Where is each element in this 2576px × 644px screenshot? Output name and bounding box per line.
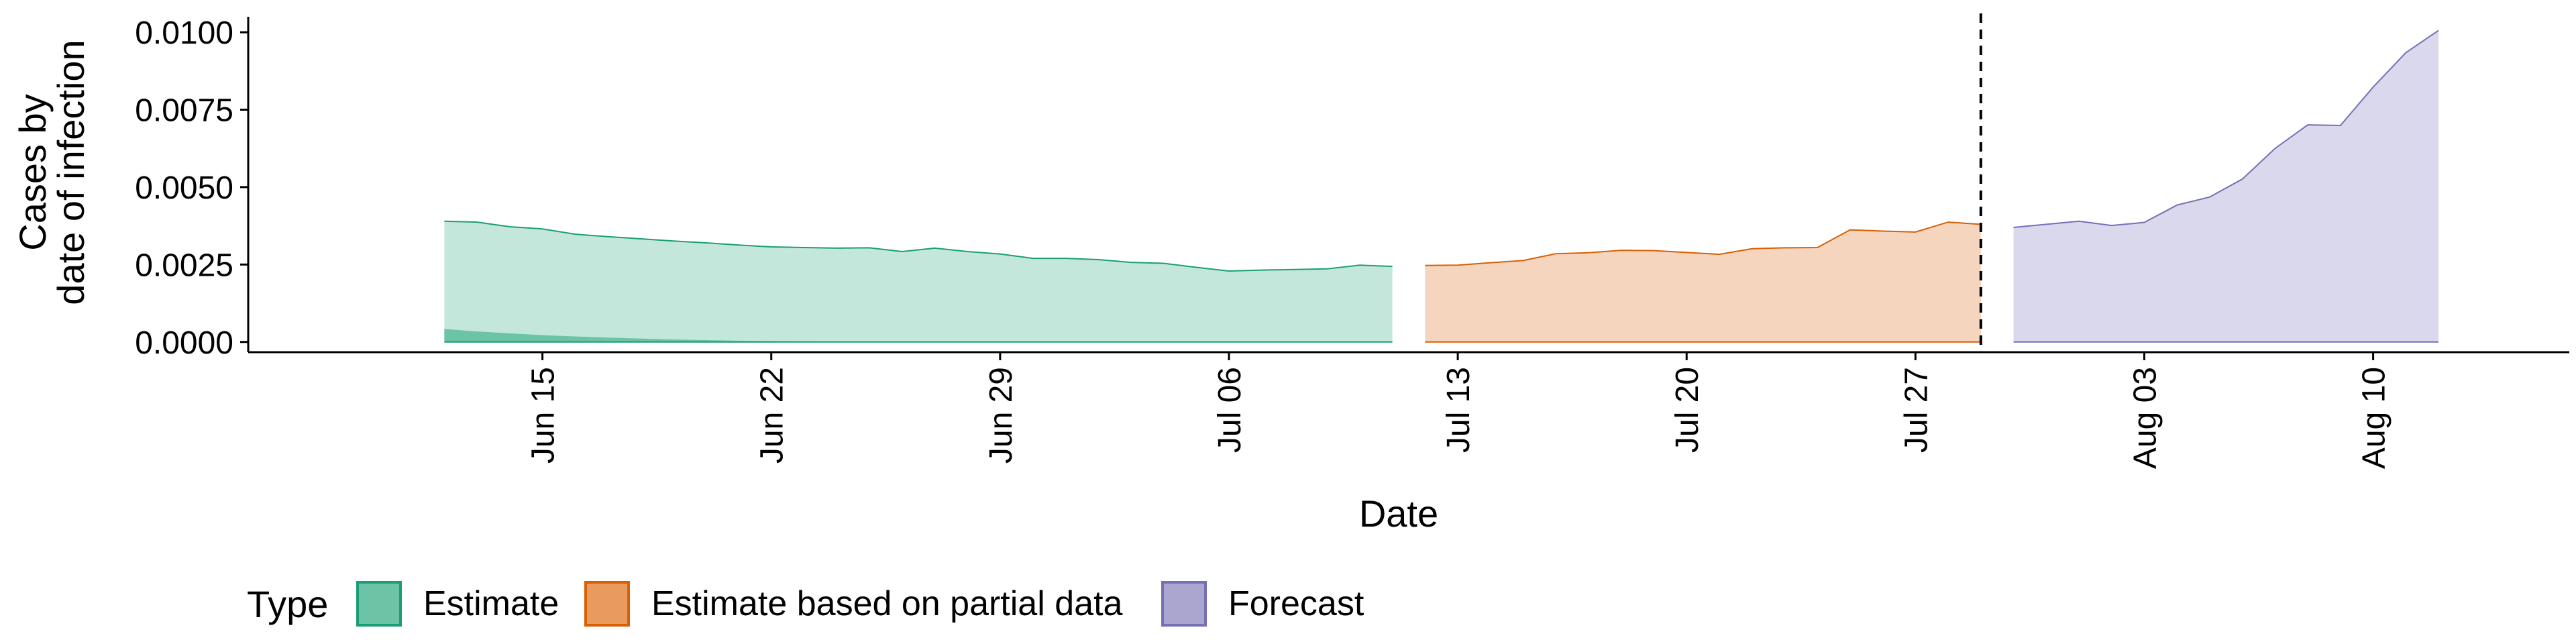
area-estimate bbox=[444, 221, 1393, 342]
inner-area-estimate bbox=[444, 329, 1393, 342]
upper-line-estimate-based-on-partial-data bbox=[1425, 221, 1981, 266]
y-tick-label: 0.0025 bbox=[135, 248, 233, 283]
x-tick-label: Aug 03 bbox=[2127, 367, 2163, 469]
x-tick-label: Jun 15 bbox=[526, 367, 561, 464]
area-estimate-based-on-partial-data bbox=[1425, 222, 1981, 342]
x-tick-label: Jul 13 bbox=[1441, 367, 1477, 453]
y-tick-label: 0.0050 bbox=[135, 170, 233, 206]
legend-label-estimate-based-on-partial-data: Estimate based on partial data bbox=[651, 584, 1123, 623]
y-axis-title-line: Cases by bbox=[11, 94, 54, 250]
legend-swatch-estimate-based-on-partial-data bbox=[584, 581, 630, 627]
y-tick-label: 0.0000 bbox=[135, 325, 233, 361]
legend-title: Type bbox=[247, 583, 328, 625]
legend: Type Estimate Estimate based on partial da… bbox=[247, 581, 1364, 627]
series-areas bbox=[444, 30, 2439, 343]
x-axis-title: Date bbox=[1359, 492, 1438, 535]
x-tick-label: Jul 20 bbox=[1670, 367, 1705, 453]
legend-swatch-estimate bbox=[356, 581, 402, 627]
legend-swatch-forecast bbox=[1161, 581, 1207, 627]
x-tick-label: Jun 29 bbox=[983, 367, 1019, 464]
axes bbox=[247, 17, 2569, 354]
y-tick-label: 0.0100 bbox=[135, 15, 233, 51]
legend-label-estimate: Estimate bbox=[423, 584, 559, 623]
upper-line-estimate bbox=[444, 220, 1393, 272]
upper-line-forecast bbox=[2013, 30, 2439, 228]
x-tick-label: Aug 10 bbox=[2357, 367, 2392, 469]
y-tick-label: 0.0075 bbox=[135, 93, 233, 129]
x-tick-label: Jul 06 bbox=[1212, 367, 1248, 453]
x-tick-label: Jul 27 bbox=[1898, 367, 1934, 453]
y-axis-title-line: date of infection bbox=[50, 40, 92, 305]
x-ticks: Jun 15 Jun 22 Jun 29 Jul 06 Jul 13 Jul 20 Jul … bbox=[526, 352, 2392, 469]
area-forecast bbox=[2013, 30, 2439, 342]
legend-label-forecast: Forecast bbox=[1228, 584, 1364, 623]
x-tick-label: Jun 22 bbox=[755, 367, 790, 464]
y-ticks: 0.0000 0.0025 0.0050 0.0075 0.0100 bbox=[135, 15, 248, 361]
